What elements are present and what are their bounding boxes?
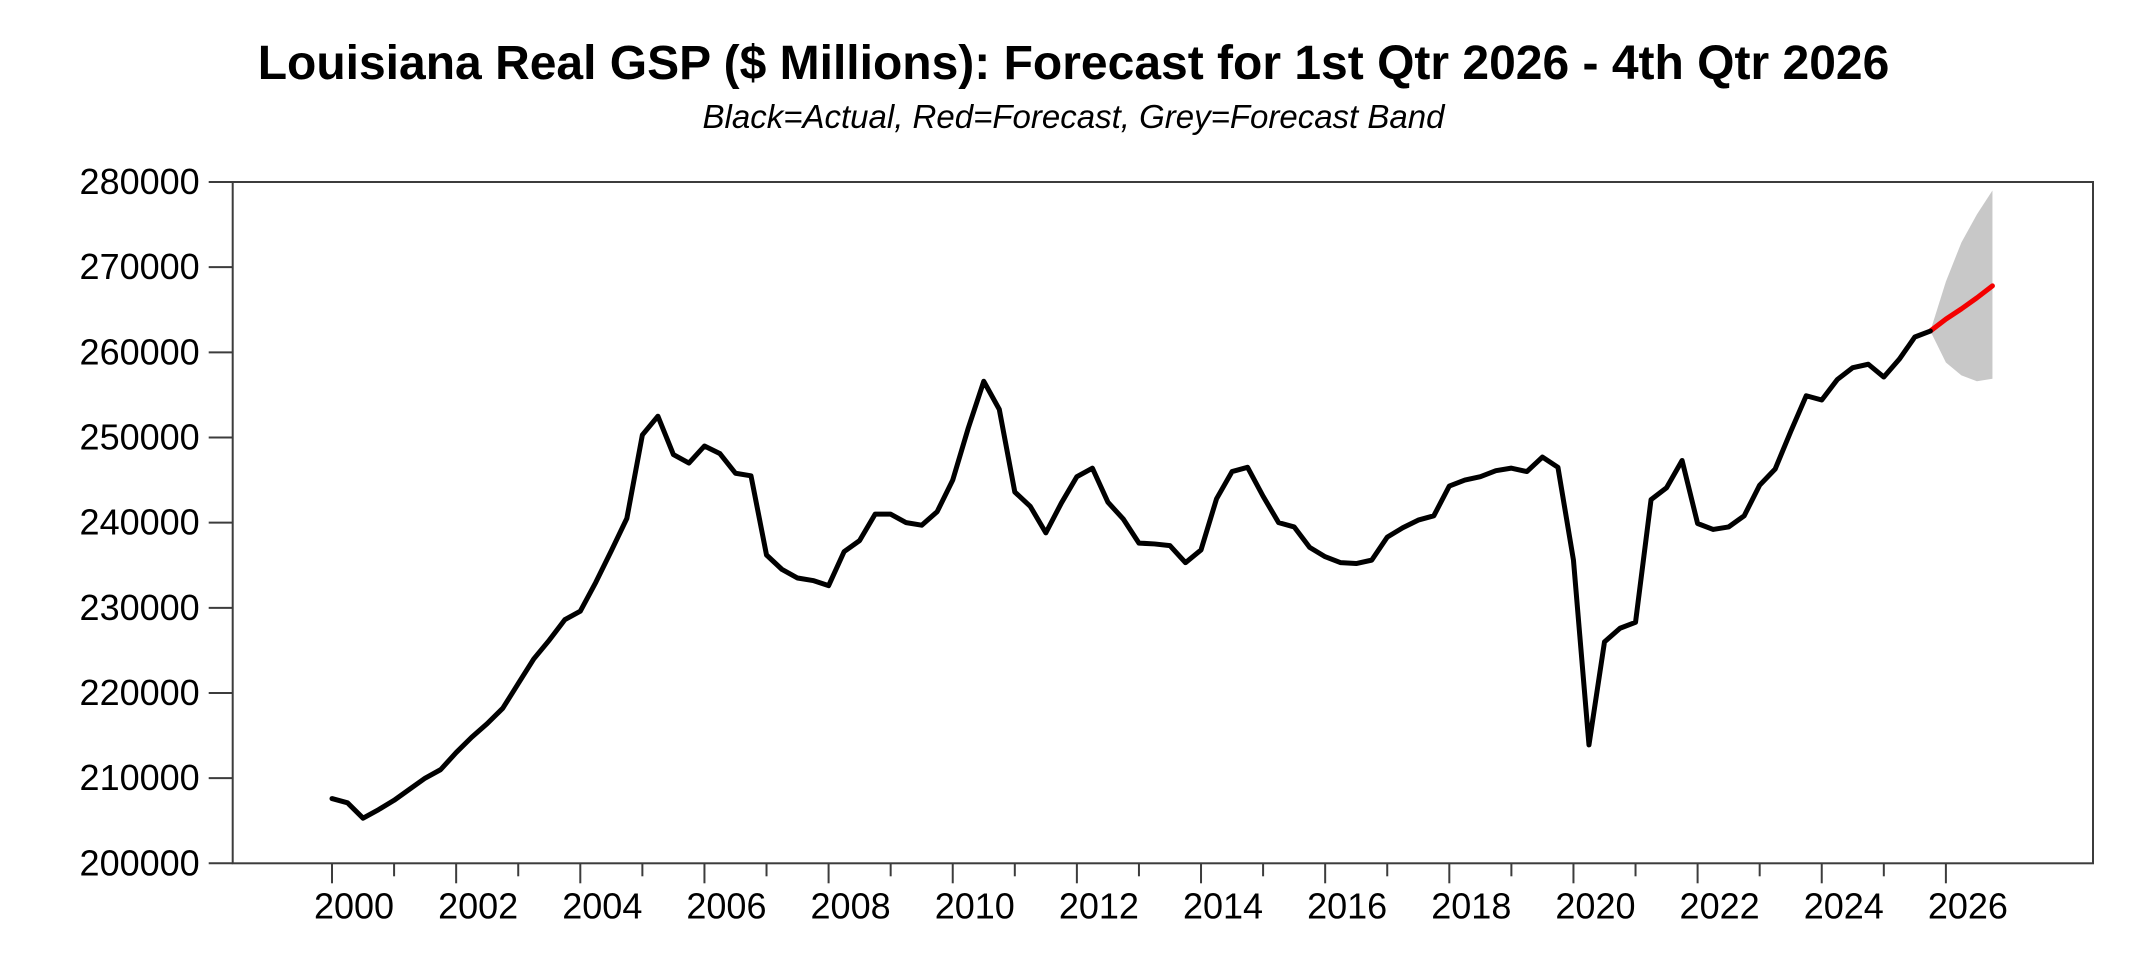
forecast-line xyxy=(1927,283,1995,334)
forecast-band xyxy=(1930,190,1993,382)
x-tick-label: 2018 xyxy=(1431,885,1511,926)
y-tick-label: 240000 xyxy=(80,502,200,543)
y-tick-label: 250000 xyxy=(80,416,200,457)
x-tick-label: 2006 xyxy=(686,885,766,926)
y-tick-label: 230000 xyxy=(80,587,200,628)
y-tick-label: 280000 xyxy=(80,161,200,202)
x-tick-label: 2004 xyxy=(562,885,642,926)
y-tick-label: 210000 xyxy=(80,757,200,798)
x-tick-label: 2020 xyxy=(1555,885,1635,926)
actual-line xyxy=(329,328,1933,821)
chart-title: Louisiana Real GSP ($ Millions): Forecas… xyxy=(257,37,1890,90)
y-tick-label: 270000 xyxy=(80,246,200,287)
x-tick-label: 2010 xyxy=(935,885,1015,926)
x-tick-label: 2016 xyxy=(1307,885,1387,926)
x-tick-label: 2014 xyxy=(1183,885,1263,926)
y-tick-label: 200000 xyxy=(80,842,200,883)
plot-frame xyxy=(231,181,2095,865)
chart-subtitle: Black=Actual, Red=Forecast, Grey=Forecas… xyxy=(702,98,1445,135)
x-tick-label: 2002 xyxy=(438,885,518,926)
y-tick-label: 220000 xyxy=(80,672,200,713)
x-tick-label: 2008 xyxy=(811,885,891,926)
x-tick-label: 2000 xyxy=(314,885,394,926)
x-tick-label: 2022 xyxy=(1680,885,1760,926)
x-tick-label: 2026 xyxy=(1928,885,2008,926)
x-tick-label: 2024 xyxy=(1804,885,1884,926)
x-tick-label: 2012 xyxy=(1059,885,1139,926)
y-tick-label: 260000 xyxy=(80,331,200,372)
